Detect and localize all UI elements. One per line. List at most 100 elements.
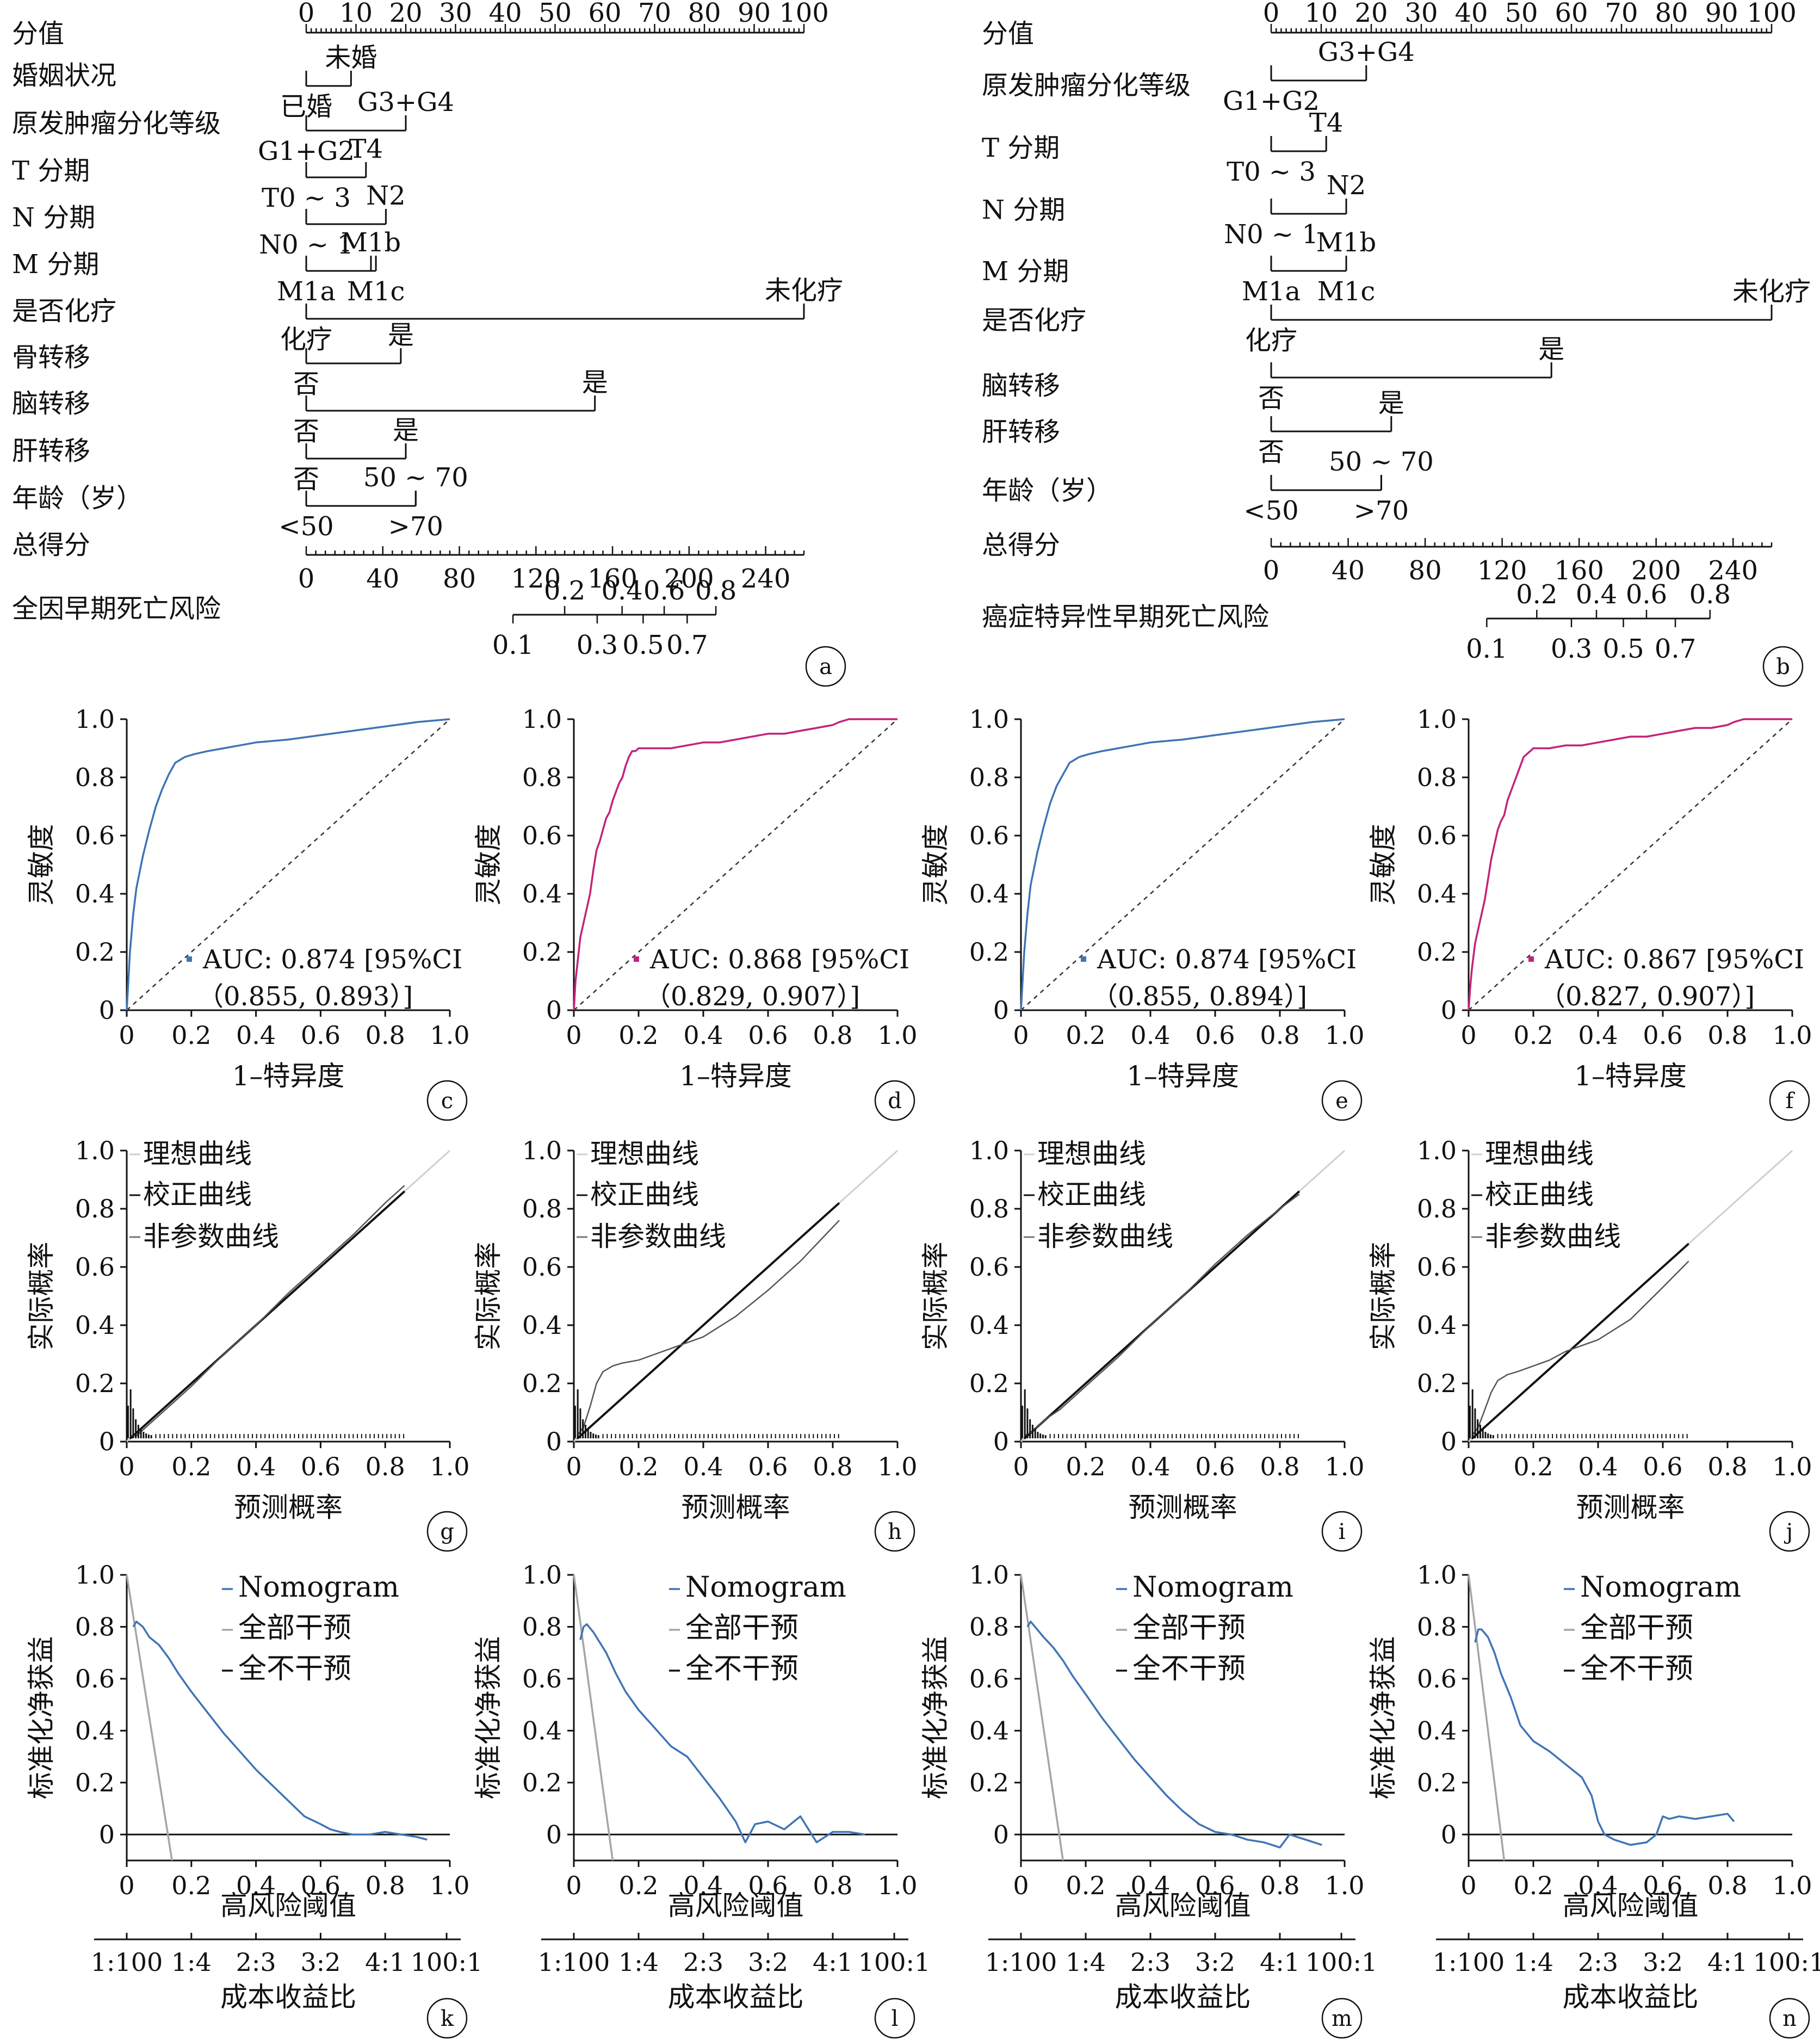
ratio-tick-label: 100:1 [411, 1948, 483, 1977]
y-tick-label: 0.8 [1417, 1612, 1457, 1641]
x-tick-label: 0 [1013, 1021, 1029, 1050]
legend-marker [1081, 956, 1086, 962]
x-tick-label: 0 [119, 1871, 134, 1900]
panel-letter: j [1784, 1519, 1793, 1544]
calibration-panel-h: 0 0.2 0.4 0.6 0.8 1.0 0 0.2 0.4 0.6 0.8 1.0 预测概率 实际概率… [473, 1136, 918, 1552]
panel-letter: k [441, 2006, 454, 2031]
panel-label-circle [1321, 1511, 1363, 1552]
ratio-tick-label: 4:1 [813, 1948, 853, 1977]
total-tick-label: 200 [1631, 555, 1681, 586]
ratio-tick-label: 100:1 [858, 1948, 931, 1977]
treat-all-line [573, 1574, 614, 1861]
variable-level-label: M1b [1316, 227, 1376, 258]
y-tick-label: 1.0 [1417, 1560, 1457, 1590]
legend-label: Nomogram [1580, 1571, 1741, 1604]
variable-level-label: 否 [1258, 437, 1284, 467]
legend-label: 校正曲线 [1037, 1179, 1146, 1210]
roc-curve [126, 718, 450, 1011]
panel-letter: n [1782, 2006, 1797, 2031]
x-tick-label: 0.4 [236, 1452, 276, 1481]
points-axis-label: 分值 [12, 18, 64, 49]
y-tick-label: 1.0 [522, 704, 562, 734]
x-tick-label: 0 [1013, 1452, 1029, 1481]
x-tick-label: 0.2 [618, 1871, 658, 1900]
x-tick-label: 0.8 [1707, 1452, 1747, 1481]
x-tick-label: 0.2 [171, 1452, 211, 1481]
x-tick-label: 0.2 [171, 1871, 211, 1900]
ratio-tick-label: 3:2 [300, 1948, 341, 1977]
ratio-tick-label: 3:2 [1643, 1948, 1683, 1977]
risk-tick-label: 0.3 [1551, 634, 1592, 664]
variable-level-label: 未化疗 [765, 275, 843, 306]
x-tick-label: 0.8 [813, 1021, 852, 1050]
y-tick-label: 0 [99, 996, 115, 1025]
x-tick-label: 0.4 [683, 1021, 723, 1050]
y-tick-label: 0 [993, 1820, 1009, 1849]
total-tick-label: 120 [1477, 555, 1527, 586]
y-axis-title: 标准化净获益 [920, 1636, 951, 1800]
panel-label-circle [426, 1080, 468, 1121]
y-tick-label: 0.4 [522, 1310, 562, 1340]
y-tick-label: 0.2 [75, 1369, 115, 1398]
points-axis-label: 分值 [982, 18, 1034, 49]
x-tick-label: 0.4 [1578, 1871, 1618, 1900]
variable-label: 肝转移 [12, 436, 90, 466]
y-axis-title: 实际概率 [473, 1242, 504, 1351]
points-tick-label: 70 [638, 0, 671, 28]
variable-label: 是否化疗 [12, 296, 116, 326]
y-tick-label: 0.4 [75, 879, 115, 908]
y-axis-title: 实际概率 [1367, 1242, 1399, 1351]
y-tick-label: 0.2 [969, 937, 1009, 967]
x-tick-label: 1.0 [877, 1021, 917, 1050]
total-tick-label: 40 [1332, 555, 1365, 586]
legend-label: 全部干预 [1132, 1612, 1246, 1645]
legend-label: 非参数曲线 [143, 1221, 279, 1252]
total-axis-label: 总得分 [12, 530, 90, 560]
variable-label: 是否化疗 [982, 305, 1086, 336]
nonparametric-curve [129, 1185, 405, 1437]
risk-axis-label: 全因早期死亡风险 [12, 594, 221, 624]
ratio-tick-label: 100:1 [1753, 1948, 1820, 1977]
legend-label: Nomogram [685, 1571, 846, 1604]
risk-tick-label: 0.7 [666, 630, 708, 660]
nomogram-panel-a: 分值0 10 20 30 40 50 60 70 80 90 100婚姻状况已婚未婚原发肿瘤分化等级… [12, 0, 846, 687]
x-tick-label: 0 [566, 1452, 581, 1481]
ratio-tick-label: 100:1 [1305, 1948, 1378, 1977]
panel-label-circle [1769, 1080, 1810, 1121]
x-tick-label: 1.0 [430, 1871, 469, 1900]
risk-tick-label: 0.2 [1516, 579, 1557, 610]
ratio-tick-label: 2:3 [236, 1948, 276, 1977]
variable-level-label: 是 [1378, 388, 1404, 418]
dca-panel-l: 0 0.2 0.4 0.6 0.8 1.0 0 0.2 0.4 0.6 0.8 1.0 高风险阈值 标准化… [473, 1560, 931, 2039]
y-tick-label: 0.8 [1417, 1194, 1457, 1223]
points-tick-label: 50 [538, 0, 572, 28]
ratio-axis-title: 成本收益比 [1563, 1981, 1699, 2013]
points-tick-label: 80 [688, 0, 721, 28]
y-tick-label: 0.8 [75, 1194, 115, 1223]
legend-label: 理想曲线 [1037, 1138, 1146, 1170]
x-axis-title: 1–特异度 [1126, 1060, 1239, 1092]
legend-label: 理想曲线 [590, 1138, 699, 1170]
nomogram-panel-b: 分值 0 10 20 30 40 50 60 70 80 90 100 原发肿瘤分化等级 G1+G2 G3+… [982, 0, 1811, 687]
points-tick-label: 90 [738, 0, 771, 28]
y-tick-label: 0.4 [1417, 1716, 1457, 1745]
total-tick-label: 240 [1708, 555, 1758, 586]
panel-letter: d [888, 1089, 902, 1114]
y-tick-label: 0.8 [522, 763, 562, 792]
panel-label-circle [1769, 1998, 1810, 2039]
x-tick-label: 0.6 [1643, 1452, 1682, 1481]
legend-marker [634, 956, 639, 962]
variable-level-label: 化疗 [1245, 325, 1297, 356]
calibration-panel-g: 0 0.2 0.4 0.6 0.8 1.0 0 0.2 0.4 0.6 0.8 1.0 预测概率 实际概率… [26, 1136, 470, 1552]
ratio-tick-label: 1:100 [985, 1948, 1057, 1977]
x-tick-label: 0.2 [1513, 1021, 1553, 1050]
x-tick-label: 1.0 [877, 1871, 917, 1900]
points-tick-label: 100 [1747, 0, 1797, 28]
points-tick-label: 0 [298, 0, 315, 28]
variable-label: T 分期 [982, 133, 1060, 163]
panel-label-circle [874, 1080, 915, 1121]
panel-letter: b [1776, 654, 1790, 679]
y-tick-label: 0.2 [522, 1768, 562, 1797]
panel-label-circle [874, 1998, 915, 2039]
